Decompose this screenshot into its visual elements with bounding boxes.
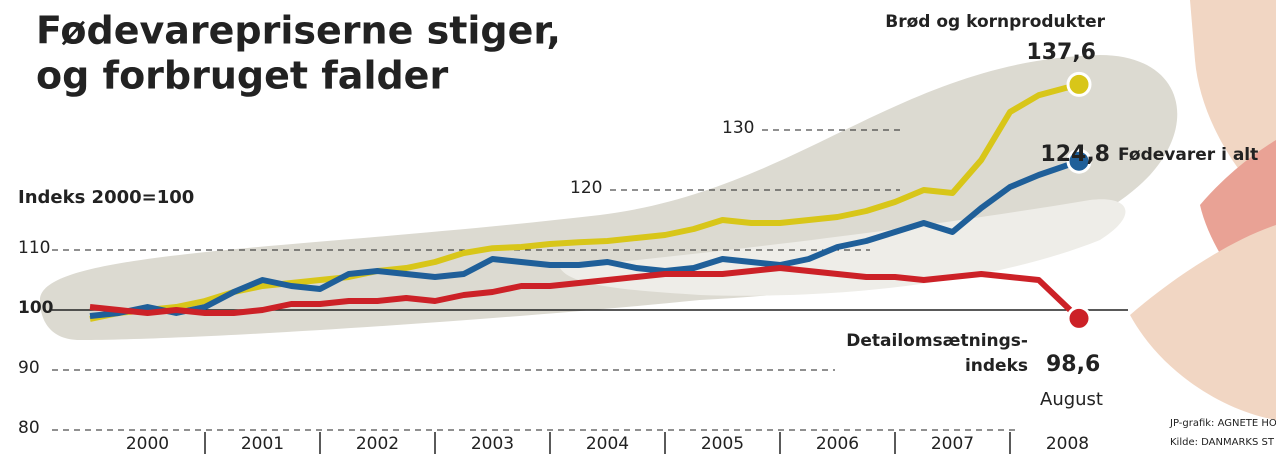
y-tick-label: 110 [18, 238, 50, 258]
value-label: 137,6 [1026, 40, 1096, 65]
credit: Kilde: DANMARKS ST [1170, 437, 1275, 448]
end-point [1068, 73, 1090, 95]
x-tick-label: 2006 [816, 434, 859, 454]
x-tick-label: 2003 [471, 434, 514, 454]
value-label: 124,8 [1040, 142, 1110, 167]
y-tick-label: 90 [18, 358, 40, 378]
y-axis-label: Indeks 2000=100 [18, 187, 194, 208]
x-tick-label: 2001 [241, 434, 284, 454]
x-tick-label: 2007 [931, 434, 974, 454]
x-tick-label: 2002 [356, 434, 399, 454]
chart-title: Fødevarepriserne stiger, [36, 9, 561, 53]
x-tick-label: 2004 [586, 434, 629, 454]
x-tick-label: 2005 [701, 434, 744, 454]
y-tick-label: 100 [18, 298, 54, 318]
value-label: 98,6 [1046, 352, 1100, 377]
decor-shape [1130, 225, 1276, 420]
annotation: August [1040, 389, 1103, 410]
legend-label: Detailomsætnings- [846, 331, 1028, 351]
y-tick-label: 120 [570, 178, 602, 198]
x-tick-label: 2000 [126, 434, 169, 454]
x-tick-label: 2008 [1046, 434, 1089, 454]
chart-title: og forbruget falder [36, 54, 448, 98]
legend-label: Fødevarer i alt [1118, 145, 1258, 165]
chart: Fødevarepriserne stiger, og forbruget fa… [0, 0, 1276, 454]
legend-label: Brød og kornprodukter [885, 12, 1105, 32]
end-point [1068, 307, 1090, 329]
credit: JP-grafik: AGNETE HO [1169, 418, 1276, 429]
y-tick-label: 130 [722, 118, 754, 138]
legend-label: indeks [965, 356, 1028, 376]
y-tick-label: 80 [18, 418, 40, 438]
